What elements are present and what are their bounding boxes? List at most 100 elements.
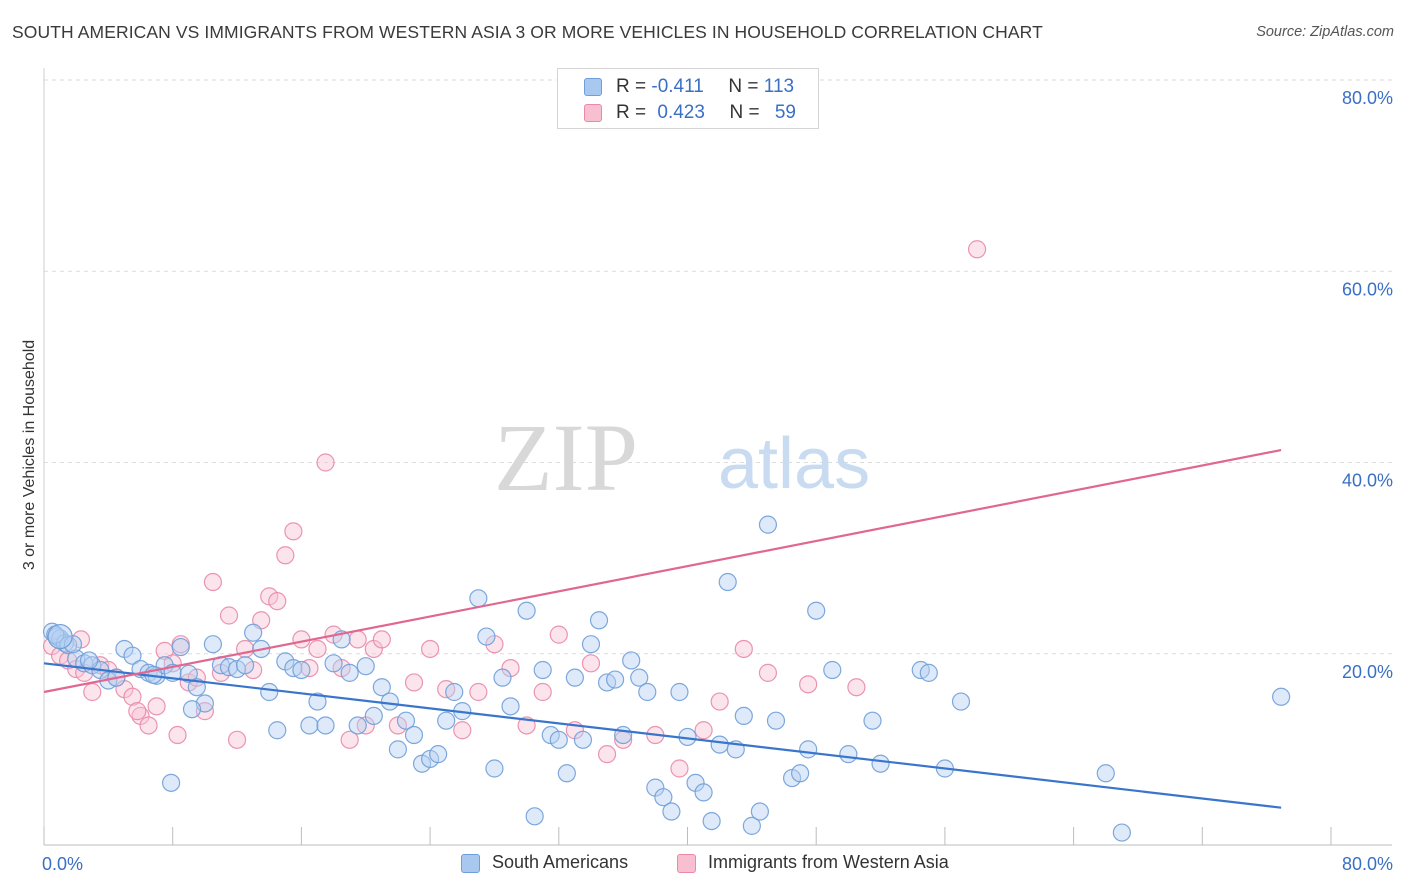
watermark-atlas: atlas — [718, 424, 870, 504]
point-south-americans — [654, 788, 673, 807]
point-western-asia — [404, 673, 424, 692]
chart-title: SOUTH AMERICAN VS IMMIGRANTS FROM WESTER… — [12, 22, 1043, 42]
point-south-americans — [871, 754, 890, 773]
point-south-americans — [573, 730, 593, 749]
point-south-americans — [1096, 764, 1115, 783]
legend-r-label: R = — [616, 76, 652, 97]
point-south-americans — [469, 589, 488, 608]
point-south-americans — [1112, 823, 1131, 842]
point-south-americans — [622, 651, 641, 670]
point-western-asia — [597, 745, 617, 764]
point-western-asia — [168, 725, 187, 745]
point-south-americans — [372, 678, 391, 697]
points-south-americans — [42, 515, 1291, 842]
correlation-legend: R = -0.411 N = 113 R = 0.423 N = 59 — [557, 68, 819, 129]
point-south-americans — [589, 611, 609, 630]
trend-line-south-americans — [43, 662, 1282, 809]
point-south-americans — [750, 802, 769, 821]
point-western-asia — [670, 759, 689, 778]
point-western-asia — [799, 675, 818, 694]
y-tick-label: 60.0% — [1342, 279, 1393, 299]
point-south-americans — [823, 660, 842, 680]
point-south-americans — [533, 660, 552, 680]
point-south-americans — [549, 730, 568, 749]
point-south-americans — [308, 692, 327, 711]
x-tick-label: 80.0% — [1342, 854, 1393, 874]
point-south-americans — [356, 657, 375, 676]
point-south-americans — [292, 660, 311, 680]
point-western-asia — [83, 682, 102, 702]
point-south-americans — [581, 635, 601, 654]
legend-r-value: -0.411 — [651, 76, 704, 97]
point-western-asia — [219, 606, 239, 625]
point-western-asia — [308, 639, 327, 659]
point-south-americans — [606, 670, 625, 689]
point-western-asia — [227, 730, 247, 749]
point-south-americans — [235, 656, 255, 675]
point-south-americans — [766, 711, 786, 730]
point-south-americans — [300, 716, 319, 735]
point-south-americans — [758, 515, 778, 534]
point-south-americans — [404, 725, 424, 745]
grid-lines — [44, 79, 1392, 655]
point-south-americans — [340, 663, 359, 682]
point-south-americans — [839, 745, 858, 764]
y-tick-label: 40.0% — [1342, 471, 1393, 491]
watermark: ZIP atlas — [494, 404, 870, 511]
point-south-americans — [791, 764, 810, 783]
chart-source: Source: ZipAtlas.com — [1256, 24, 1394, 40]
trend-line-western-asia — [43, 448, 1282, 694]
point-south-americans — [244, 623, 263, 642]
point-south-americans — [670, 682, 689, 702]
point-south-americans — [525, 807, 544, 826]
point-south-americans — [348, 716, 367, 735]
bottom-legend-label: Immigrants from Western Asia — [708, 852, 949, 872]
point-south-americans — [742, 816, 761, 835]
legend-swatch-pink — [584, 104, 602, 122]
point-western-asia — [340, 730, 359, 749]
point-south-americans — [203, 635, 223, 654]
point-south-americans — [179, 664, 198, 683]
point-western-asia — [128, 702, 147, 721]
y-tick-label: 80.0% — [1342, 88, 1393, 108]
point-western-asia — [139, 716, 158, 735]
point-western-asia — [316, 453, 335, 472]
point-south-americans — [123, 646, 142, 665]
point-south-americans — [630, 668, 649, 687]
point-south-americans — [47, 623, 73, 650]
legend-n-value: 59 — [774, 102, 796, 123]
point-south-americans — [702, 811, 721, 831]
point-south-americans — [694, 783, 713, 802]
point-western-asia — [549, 625, 568, 644]
bottom-legend-swatch-pink — [677, 854, 696, 873]
point-south-americans — [1272, 687, 1291, 706]
point-western-asia — [694, 721, 713, 740]
point-western-asia — [847, 678, 866, 697]
point-south-americans — [260, 682, 279, 702]
point-south-americans — [187, 678, 206, 697]
legend-n-value: 113 — [763, 76, 795, 97]
point-south-americans — [919, 663, 938, 682]
point-south-americans — [182, 700, 202, 719]
point-south-americans — [429, 745, 448, 764]
y-tick-label: 20.0% — [1342, 662, 1393, 682]
point-south-americans — [863, 711, 882, 730]
point-south-americans — [710, 735, 729, 754]
point-south-americans — [380, 692, 399, 711]
legend-r-value: 0.423 — [657, 102, 705, 123]
point-western-asia — [123, 687, 142, 706]
point-south-americans — [388, 740, 408, 759]
point-south-americans — [557, 764, 576, 783]
point-western-asia — [967, 240, 987, 259]
point-south-americans — [268, 721, 287, 740]
tick-labels: 20.0% 40.0% 60.0% 80.0% 0.0% 80.0% — [42, 88, 1393, 874]
point-western-asia — [758, 663, 778, 682]
point-western-asia — [710, 692, 729, 711]
point-western-asia — [453, 721, 472, 740]
point-south-americans — [517, 601, 536, 620]
point-south-americans — [493, 668, 512, 687]
x-tick-label: 0.0% — [42, 854, 83, 874]
point-south-americans — [614, 725, 633, 745]
point-south-americans — [79, 651, 99, 670]
